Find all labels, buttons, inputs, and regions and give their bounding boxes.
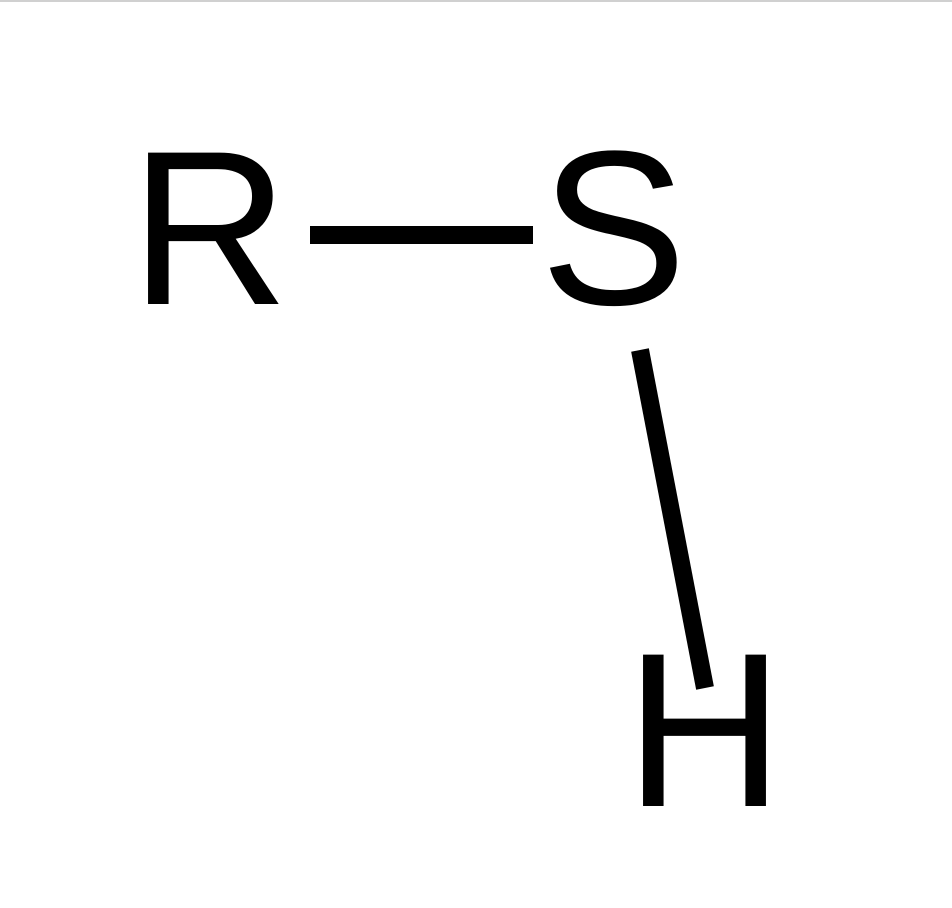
atom-h: H bbox=[625, 620, 778, 840]
chemical-structure-diagram: R S H bbox=[0, 0, 952, 908]
atom-s: S bbox=[540, 118, 681, 338]
atom-r: R bbox=[130, 118, 283, 338]
